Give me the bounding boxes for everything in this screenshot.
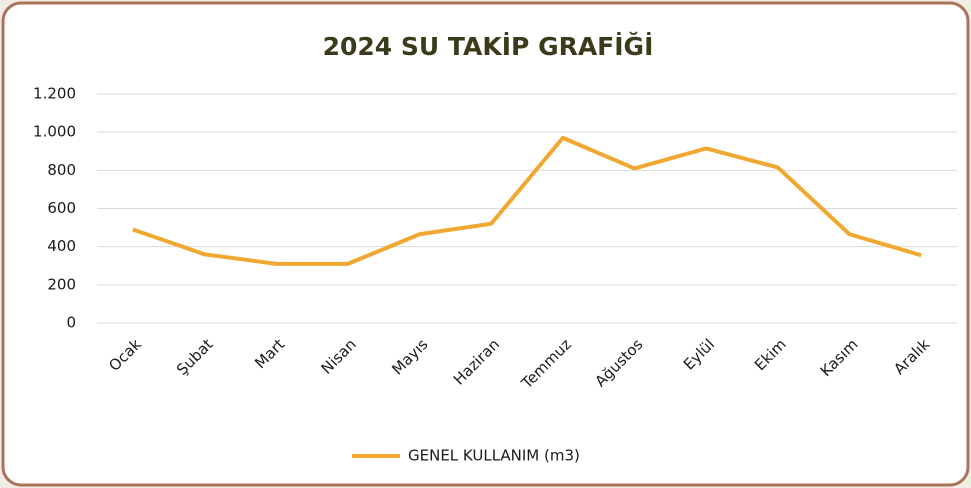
y-tick-label: 800 — [47, 161, 76, 179]
y-tick-label: 0 — [66, 314, 76, 332]
y-tick-label: 1.200 — [33, 85, 76, 103]
y-tick-label: 600 — [47, 199, 76, 217]
series-line — [132, 135, 922, 266]
y-tick-label: 400 — [47, 237, 76, 255]
legend-label: GENEL KULLANIM (m3) — [408, 447, 580, 465]
y-tick-label: 200 — [47, 275, 76, 293]
chart-title: 2024 SU TAKİP GRAFİĞİ — [323, 31, 654, 61]
y-tick-label: 1.000 — [33, 123, 76, 141]
